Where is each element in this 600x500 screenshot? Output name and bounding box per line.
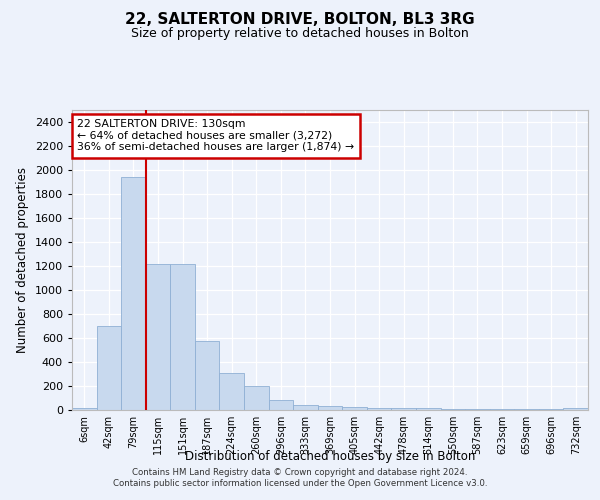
Bar — [563, 408, 588, 410]
Bar — [514, 409, 539, 410]
Bar — [391, 408, 416, 410]
Text: 22 SALTERTON DRIVE: 130sqm
← 64% of detached houses are smaller (3,272)
36% of s: 22 SALTERTON DRIVE: 130sqm ← 64% of deta… — [77, 119, 354, 152]
Bar — [170, 264, 195, 410]
Bar — [220, 374, 244, 410]
Text: 22, SALTERTON DRIVE, BOLTON, BL3 3RG: 22, SALTERTON DRIVE, BOLTON, BL3 3RG — [125, 12, 475, 28]
Text: Contains HM Land Registry data © Crown copyright and database right 2024.
Contai: Contains HM Land Registry data © Crown c… — [113, 468, 487, 487]
Bar — [416, 408, 440, 410]
Bar — [539, 409, 563, 410]
Bar — [244, 386, 269, 410]
Y-axis label: Number of detached properties: Number of detached properties — [16, 167, 29, 353]
Bar — [342, 407, 367, 410]
Bar — [97, 326, 121, 410]
Bar — [440, 408, 465, 410]
Text: Distribution of detached houses by size in Bolton: Distribution of detached houses by size … — [185, 450, 475, 463]
Bar — [269, 400, 293, 410]
Bar — [195, 341, 220, 410]
Bar — [318, 406, 342, 410]
Bar — [490, 409, 514, 410]
Bar — [121, 177, 146, 410]
Text: Size of property relative to detached houses in Bolton: Size of property relative to detached ho… — [131, 28, 469, 40]
Bar — [465, 409, 490, 410]
Bar — [367, 408, 391, 410]
Bar — [72, 408, 97, 410]
Bar — [293, 404, 318, 410]
Bar — [146, 264, 170, 410]
